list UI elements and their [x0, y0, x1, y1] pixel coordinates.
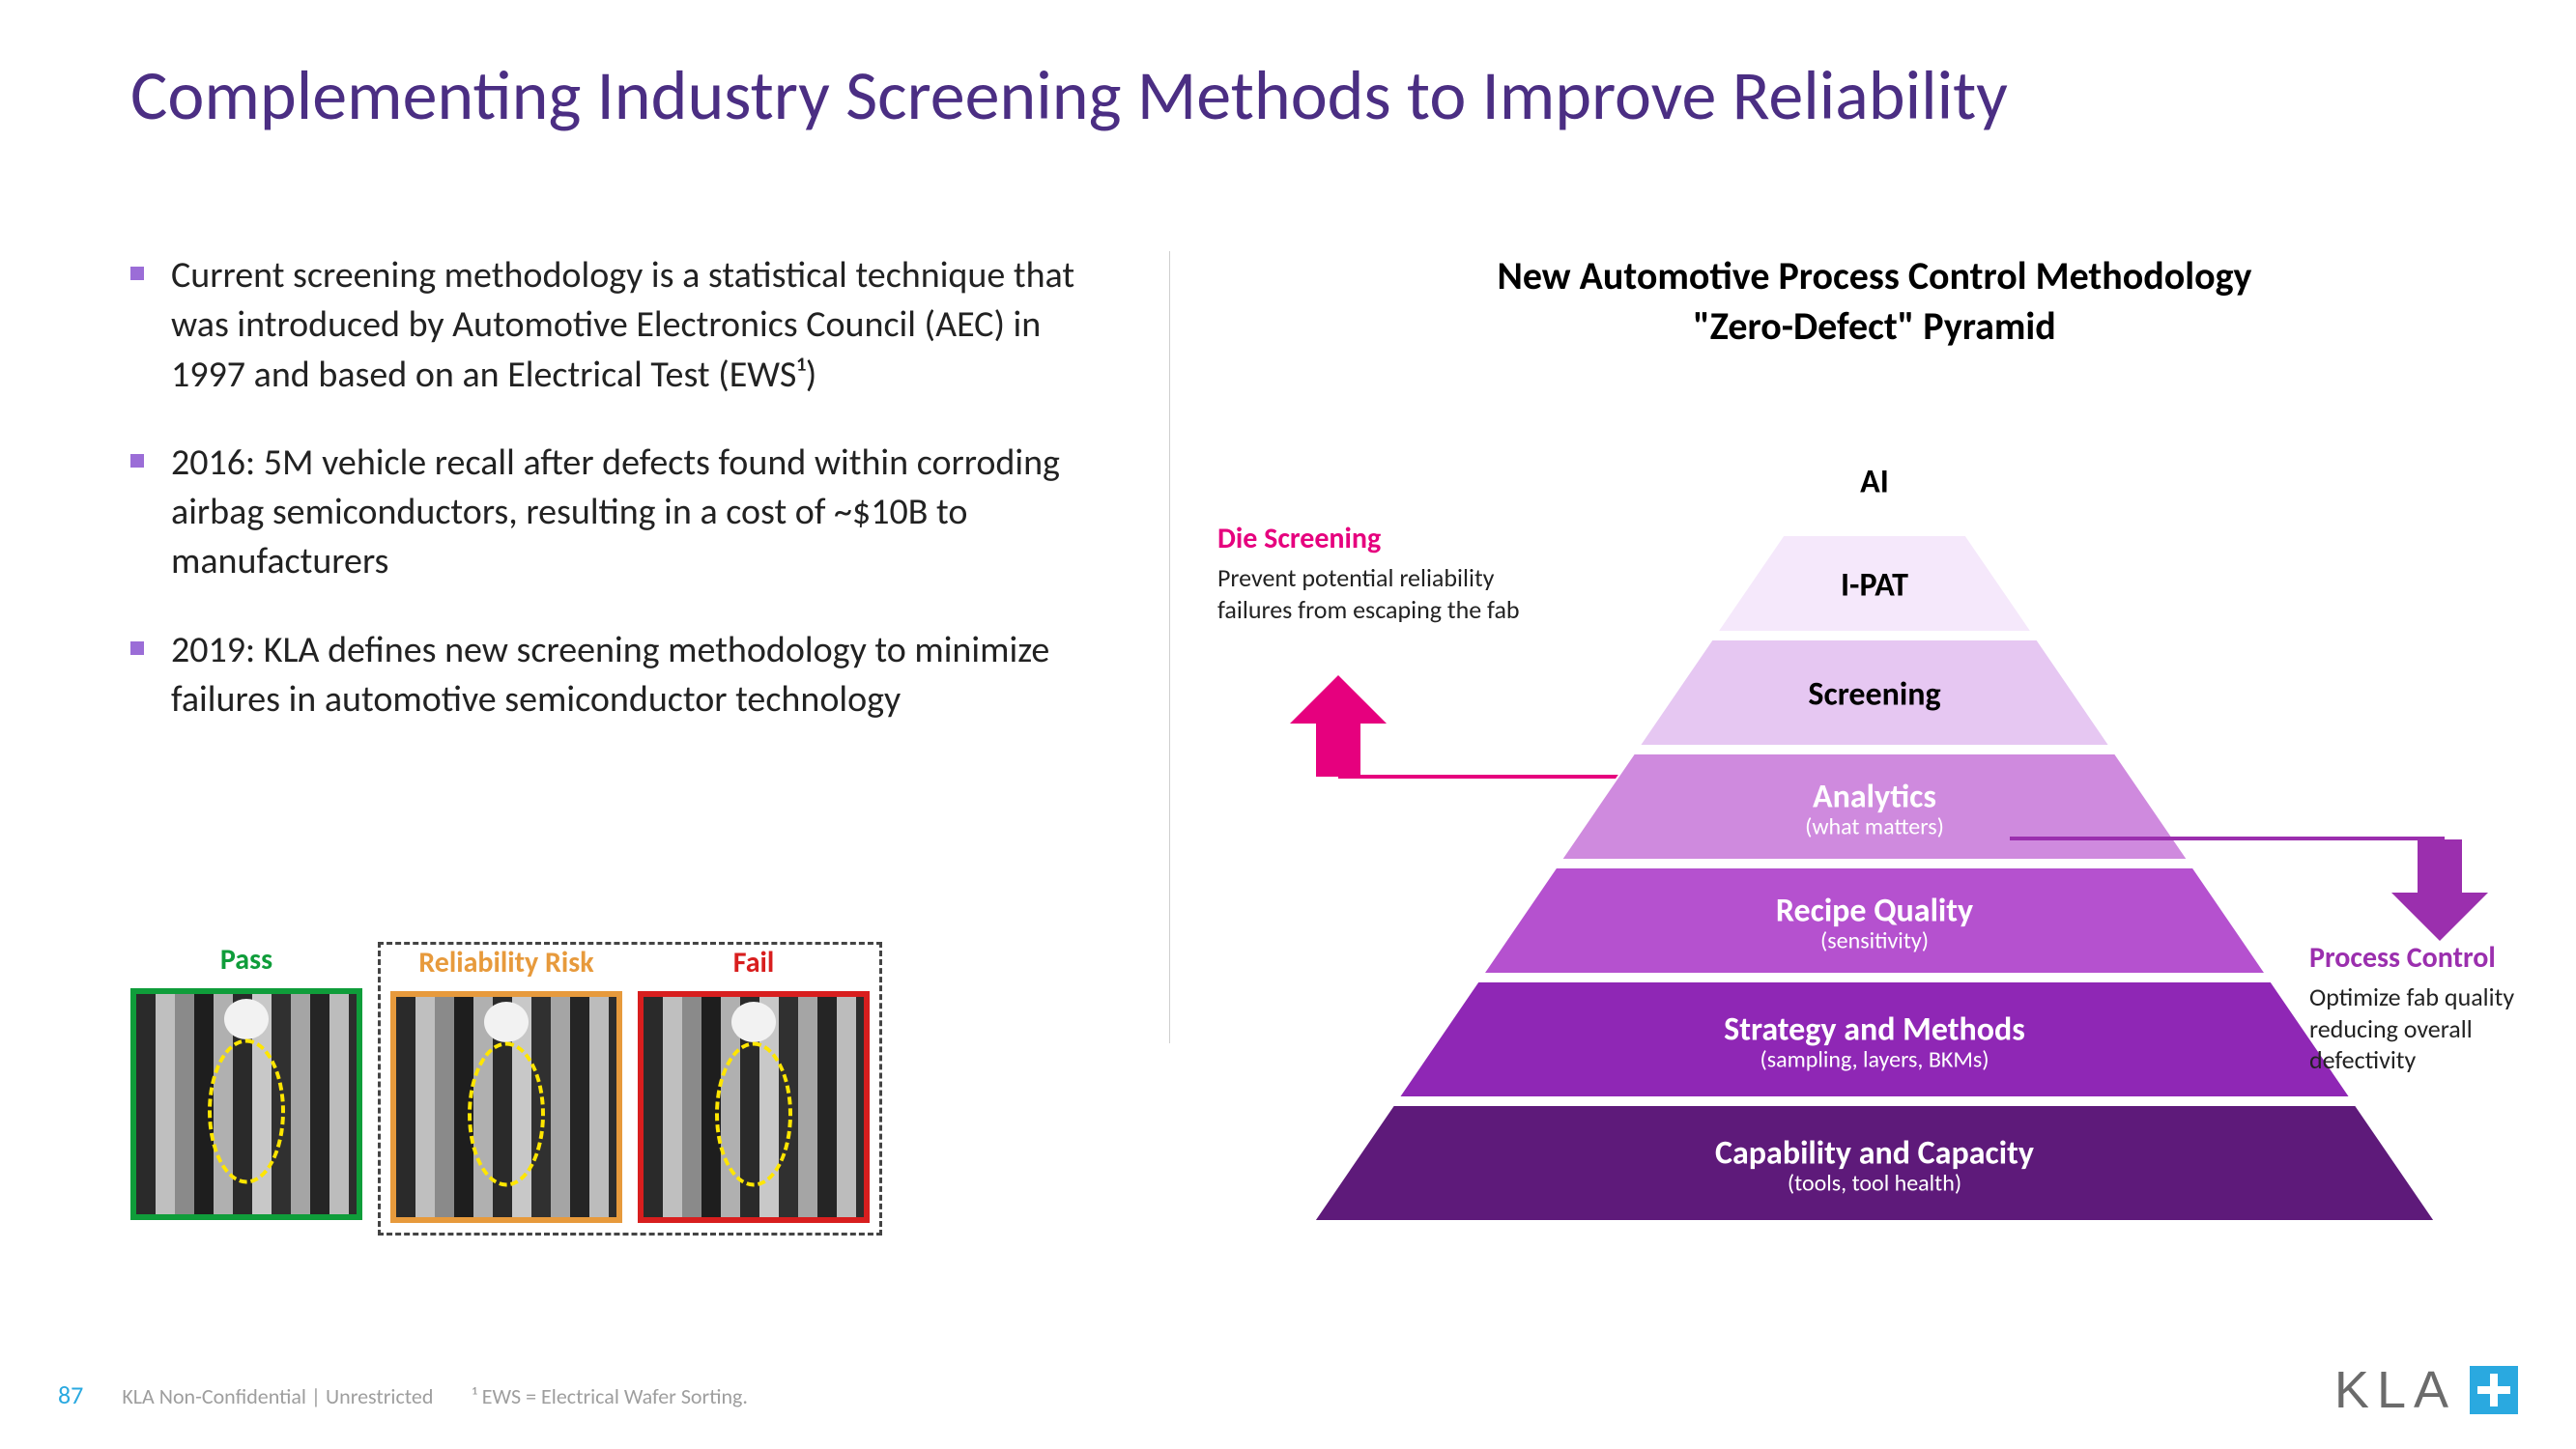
- right-heading-line1: New Automotive Process Control Methodolo…: [1498, 252, 2252, 299]
- slide-footer: 87 KLA Non-Confidential | Unrestricted ¹…: [58, 1379, 748, 1410]
- plus-icon: [2470, 1366, 2518, 1414]
- bullet-marker: [130, 267, 144, 280]
- image-card-pass: Pass: [130, 942, 362, 1220]
- bullet-text: 2019: KLA defines new screening methodol…: [171, 626, 1116, 725]
- image-card-risk: Reliability Risk: [390, 945, 622, 1223]
- column-divider: [1169, 251, 1170, 1043]
- dashed-group: Reliability Risk Fail: [378, 942, 882, 1236]
- highlight-ellipse-icon: [208, 1039, 285, 1184]
- pyramid-layer-sublabel: (tools, tool health): [1788, 1169, 1961, 1197]
- bullet-marker: [130, 641, 144, 655]
- pyramid-layer-sublabel: (sensitivity): [1820, 926, 1929, 954]
- pyramid-wrap: Die Screening Prevent potential reliabil…: [1217, 381, 2532, 1250]
- image-box: [390, 991, 622, 1223]
- right-column: New Automotive Process Control Methodolo…: [1217, 251, 2532, 1250]
- pyramid-layer-sublabel: (what matters): [1805, 812, 1944, 840]
- image-card-fail: Fail: [638, 945, 870, 1223]
- footnote: ¹ EWS = Electrical Wafer Sorting.: [472, 1383, 748, 1409]
- slide-title: Complementing Industry Screening Methods…: [130, 53, 2008, 138]
- process-control-body: Optimize fab quality reducing overall de…: [2309, 981, 2561, 1076]
- image-strip: Pass Reliability Risk Fail: [130, 942, 882, 1236]
- arrow-down-icon: [2387, 835, 2493, 941]
- pyramid-layer-label: Strategy and Methods: [1724, 1009, 2025, 1049]
- right-heading-line2: "Zero-Defect" Pyramid: [1693, 302, 2055, 350]
- bullet-marker: [130, 454, 144, 468]
- pyramid-layer-label: AI: [1860, 462, 1889, 501]
- wafer-dot: [731, 1002, 776, 1042]
- classification-text: KLA Non-Confidential | Unrestricted: [122, 1383, 433, 1409]
- pyramid-layer-label: I-PAT: [1841, 565, 1908, 605]
- process-control-callout: Process Control Optimize fab quality red…: [2309, 941, 2561, 1076]
- image-box: [130, 988, 362, 1220]
- bullet-item: 2016: 5M vehicle recall after defects fo…: [130, 439, 1116, 587]
- image-box: [638, 991, 870, 1223]
- pyramid-layer-label: Screening: [1808, 674, 1940, 714]
- pyramid-layer-label: Capability and Capacity: [1715, 1133, 2034, 1173]
- pyramid-layer-sublabel: (sampling, layers, BKMs): [1760, 1045, 1989, 1073]
- image-label: Reliability Risk: [418, 945, 593, 983]
- pyramid-layer-label: Recipe Quality: [1776, 891, 1973, 930]
- image-label: Fail: [733, 945, 775, 983]
- bullet-text: 2016: 5M vehicle recall after defects fo…: [171, 439, 1116, 587]
- bullet-item: Current screening methodology is a stati…: [130, 251, 1116, 400]
- process-control-title: Process Control: [2309, 941, 2561, 976]
- wafer-dot: [484, 1002, 529, 1042]
- kla-logo: KLA: [2334, 1360, 2518, 1420]
- pyramid-diagram: AI I-PAT Screening Analytics(what matters) R…: [1304, 381, 2445, 1221]
- right-heading: New Automotive Process Control Methodolo…: [1217, 251, 2532, 352]
- logo-text: KLA: [2334, 1360, 2456, 1420]
- highlight-ellipse-icon: [468, 1042, 545, 1187]
- pyramid-layer-label: Analytics: [1813, 777, 1936, 816]
- wafer-dot: [224, 999, 269, 1039]
- connector-line-right: [2010, 837, 2445, 840]
- image-label: Pass: [220, 942, 272, 980]
- left-column: Current screening methodology is a stati…: [130, 251, 1116, 763]
- highlight-ellipse-icon: [715, 1042, 792, 1187]
- bullet-item: 2019: KLA defines new screening methodol…: [130, 626, 1116, 725]
- page-number: 87: [58, 1379, 83, 1410]
- bullet-text: Current screening methodology is a stati…: [171, 251, 1116, 400]
